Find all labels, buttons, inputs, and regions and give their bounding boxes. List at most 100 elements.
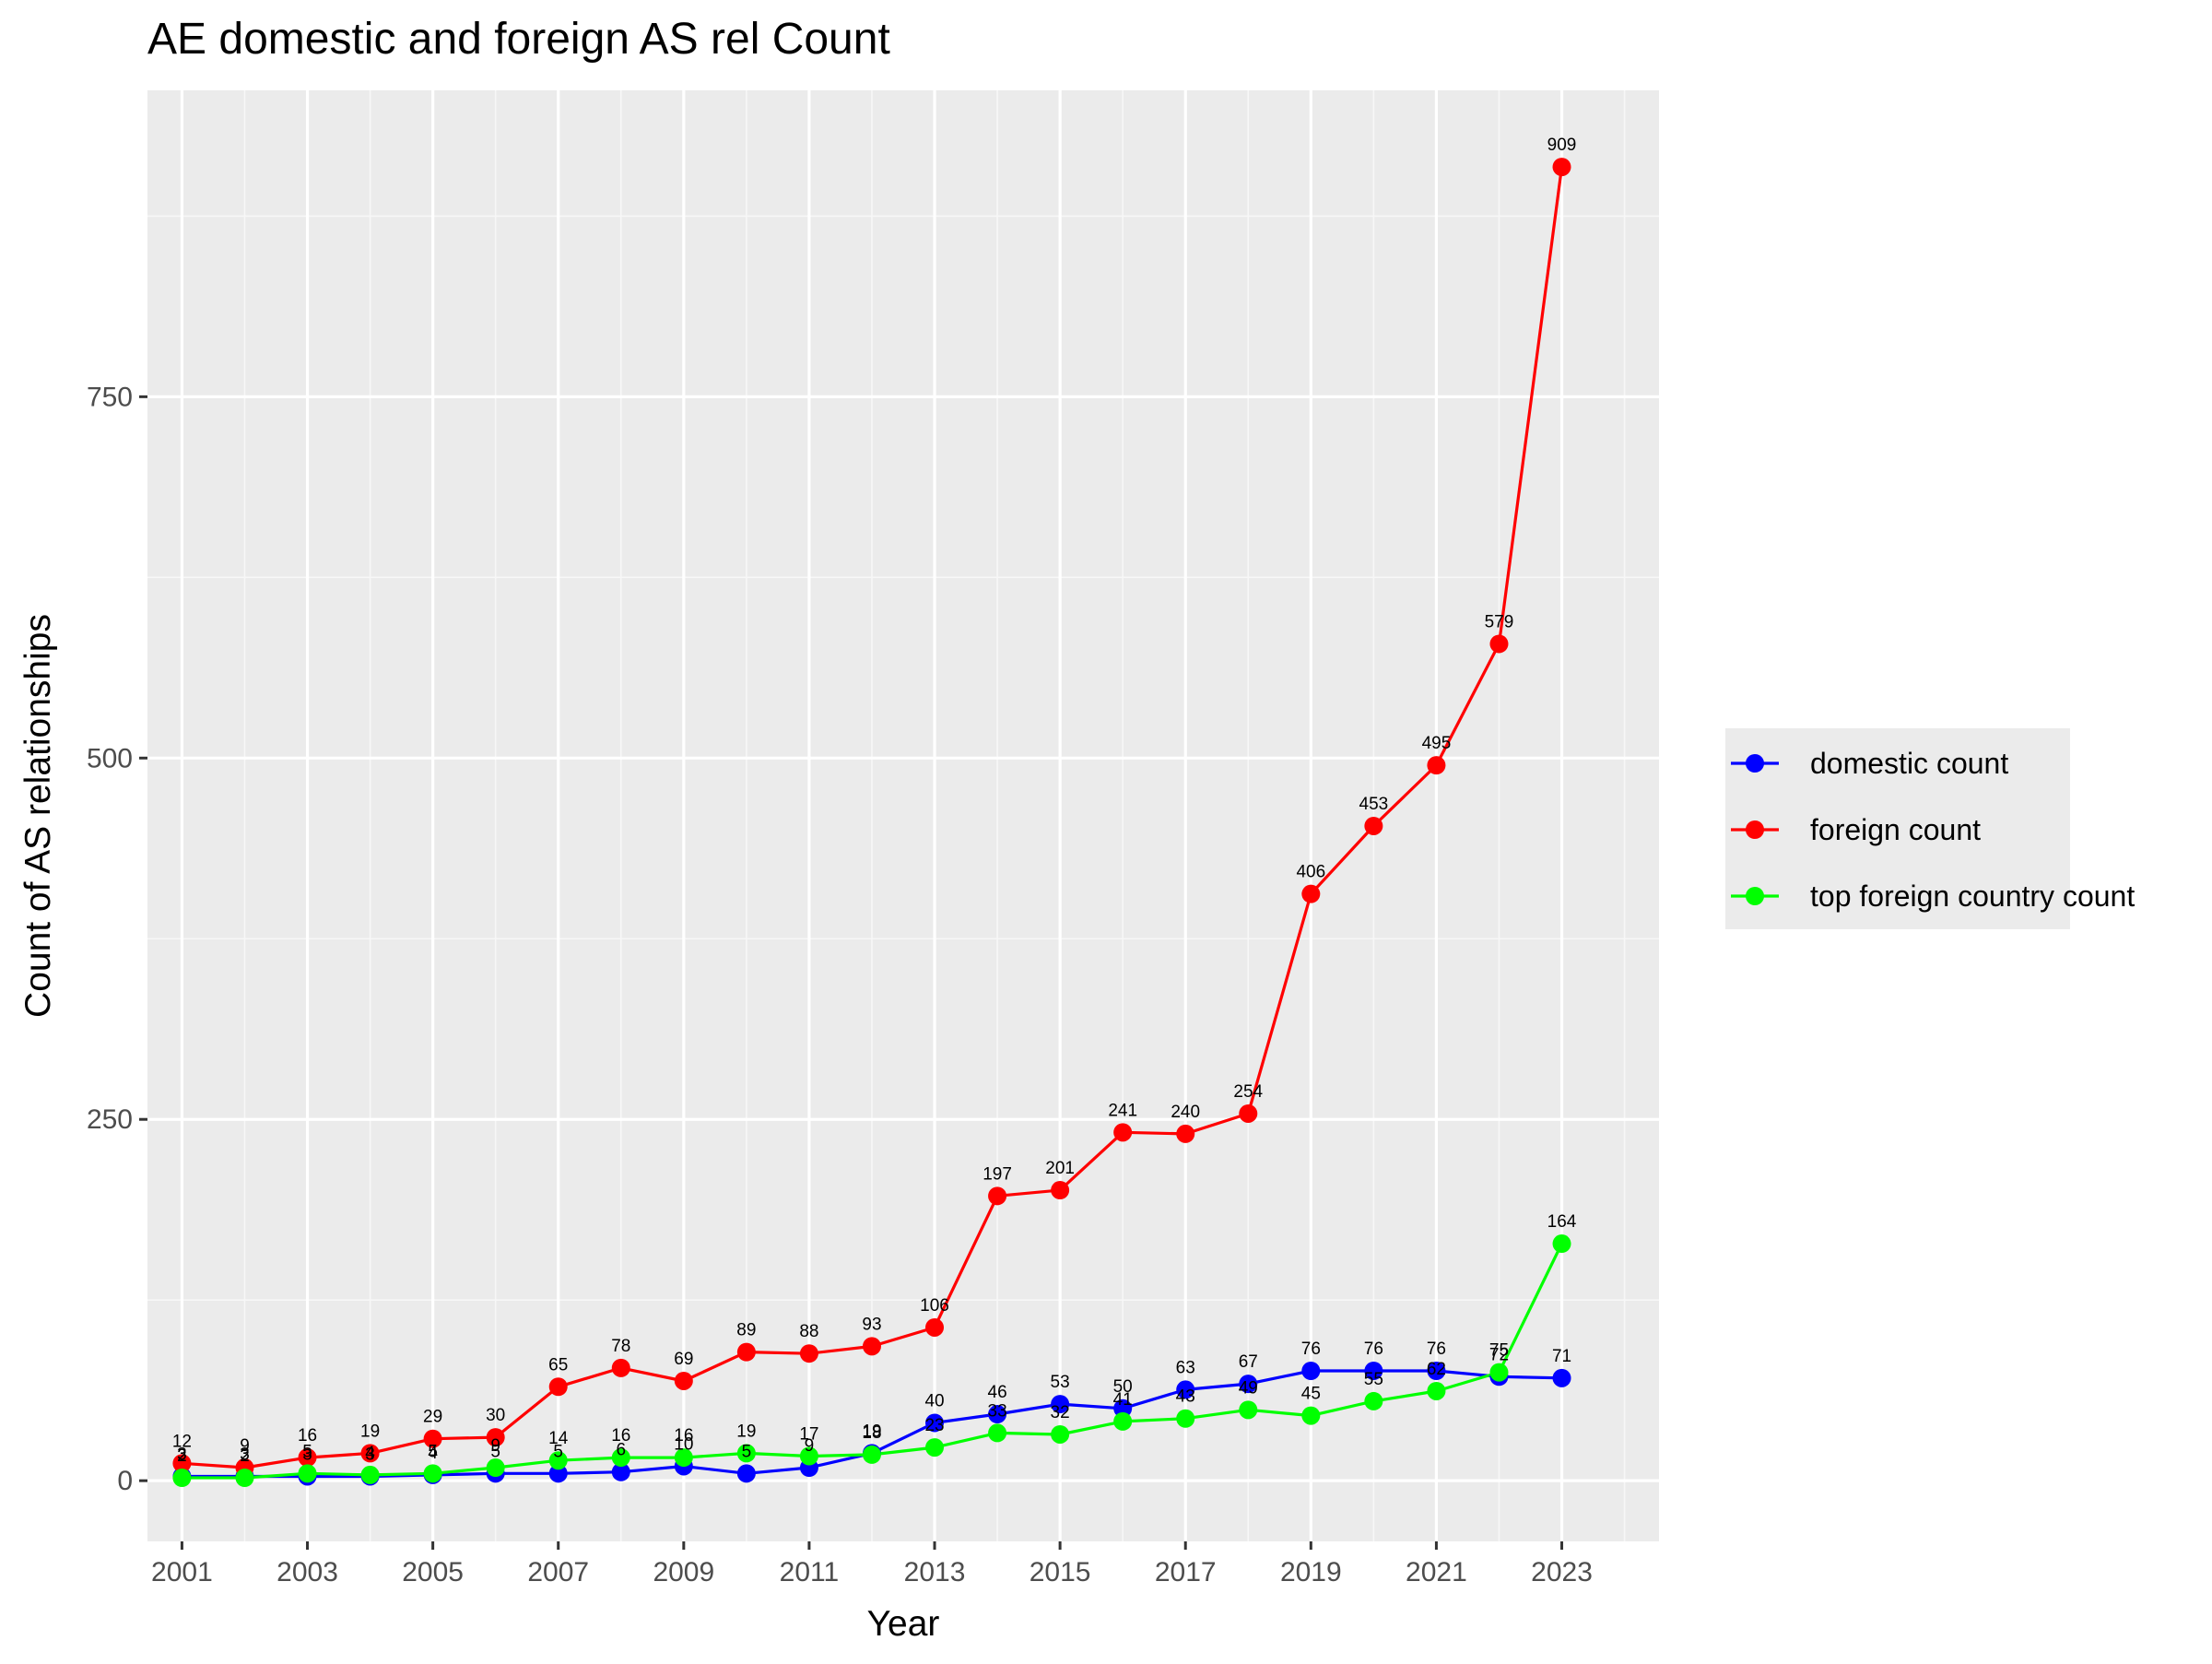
data-label-foreign-count: 495 bbox=[1422, 734, 1452, 753]
data-label-top-foreign-country-count: 55 bbox=[1364, 1370, 1383, 1389]
data-label-top-foreign-country-count: 23 bbox=[924, 1416, 944, 1435]
point-foreign-count bbox=[548, 1377, 568, 1397]
point-domestic-count bbox=[1427, 1362, 1446, 1381]
x-tick-label: 2007 bbox=[527, 1557, 589, 1587]
legend-label-domestic-count: domestic count bbox=[1810, 747, 2008, 780]
x-tick-label: 2001 bbox=[151, 1557, 213, 1587]
axis-ticks bbox=[139, 395, 1564, 1550]
data-label-domestic-count: 5 bbox=[553, 1442, 563, 1461]
legend-label-top-foreign-country-count: top foreign country count bbox=[1810, 879, 2135, 913]
point-top-foreign-country-count bbox=[1051, 1424, 1070, 1444]
data-label-top-foreign-country-count: 45 bbox=[1301, 1385, 1321, 1404]
legend-marker-top-foreign-country-count bbox=[1746, 887, 1764, 905]
point-foreign-count bbox=[1364, 816, 1383, 835]
point-top-foreign-country-count bbox=[1239, 1400, 1258, 1420]
data-label-top-foreign-country-count: 62 bbox=[1427, 1360, 1446, 1379]
point-top-foreign-country-count bbox=[1427, 1381, 1446, 1400]
data-label-top-foreign-country-count: 49 bbox=[1239, 1378, 1258, 1398]
data-label-top-foreign-country-count: 2 bbox=[240, 1446, 250, 1466]
legend-key-background bbox=[1725, 728, 2070, 929]
data-label-top-foreign-country-count: 17 bbox=[799, 1425, 818, 1445]
point-foreign-count bbox=[1239, 1103, 1258, 1123]
point-domestic-count bbox=[925, 1413, 945, 1433]
x-tick-label: 2009 bbox=[653, 1557, 714, 1587]
legend-marker-foreign-count bbox=[1746, 820, 1764, 839]
data-label-foreign-count: 78 bbox=[611, 1337, 630, 1356]
point-domestic-count bbox=[1176, 1380, 1195, 1399]
point-foreign-count bbox=[172, 1454, 192, 1473]
point-top-foreign-country-count bbox=[1301, 1406, 1321, 1425]
data-label-domestic-count: 40 bbox=[924, 1391, 944, 1410]
data-label-domestic-count: 50 bbox=[1113, 1377, 1133, 1397]
data-label-top-foreign-country-count: 14 bbox=[548, 1429, 569, 1448]
y-axis-title: Count of AS relationships bbox=[18, 614, 58, 1018]
point-domestic-count bbox=[1051, 1395, 1070, 1414]
data-label-domestic-count: 76 bbox=[1301, 1339, 1321, 1359]
point-top-foreign-country-count bbox=[1364, 1391, 1383, 1410]
point-top-foreign-country-count bbox=[423, 1464, 442, 1483]
point-domestic-count bbox=[736, 1464, 756, 1483]
data-label-foreign-count: 69 bbox=[674, 1350, 693, 1369]
data-label-foreign-count: 241 bbox=[1108, 1101, 1137, 1120]
point-foreign-count bbox=[862, 1337, 881, 1356]
x-tick-label: 2003 bbox=[276, 1557, 338, 1587]
point-foreign-count bbox=[1301, 884, 1321, 903]
data-label-top-foreign-country-count: 16 bbox=[611, 1426, 630, 1446]
data-label-domestic-count: 3 bbox=[240, 1445, 250, 1464]
point-foreign-count bbox=[925, 1317, 945, 1337]
point-domestic-count bbox=[1239, 1375, 1258, 1394]
point-foreign-count bbox=[1113, 1123, 1133, 1142]
x-tick-label: 2019 bbox=[1280, 1557, 1342, 1587]
y-tick-labels: 0 250 500 750 bbox=[87, 382, 133, 1496]
x-axis-title: Year bbox=[867, 1604, 940, 1644]
point-domestic-count bbox=[1301, 1362, 1321, 1381]
x-tick-label: 2021 bbox=[1406, 1557, 1467, 1587]
point-domestic-count bbox=[1113, 1398, 1133, 1418]
data-label-top-foreign-country-count: 164 bbox=[1547, 1212, 1577, 1232]
data-label-foreign-count: 65 bbox=[548, 1355, 568, 1375]
point-top-foreign-country-count bbox=[360, 1465, 380, 1484]
point-foreign-count bbox=[674, 1371, 693, 1390]
x-tick-label: 2023 bbox=[1531, 1557, 1593, 1587]
point-top-foreign-country-count bbox=[925, 1438, 945, 1457]
data-label-domestic-count: 10 bbox=[674, 1434, 693, 1454]
data-label-domestic-count: 72 bbox=[1489, 1345, 1509, 1364]
y-tick-label: 750 bbox=[87, 382, 133, 412]
point-top-foreign-country-count bbox=[1176, 1409, 1195, 1428]
data-label-top-foreign-country-count: 5 bbox=[302, 1442, 312, 1461]
x-tick-label: 2013 bbox=[904, 1557, 966, 1587]
x-tick-label: 2005 bbox=[402, 1557, 464, 1587]
series-points bbox=[172, 158, 1571, 1488]
y-tick-label: 250 bbox=[87, 1104, 133, 1135]
data-label-foreign-count: 30 bbox=[486, 1406, 505, 1425]
data-label-foreign-count: 93 bbox=[862, 1315, 881, 1334]
point-top-foreign-country-count bbox=[862, 1445, 881, 1464]
grid-minor bbox=[147, 90, 1659, 1541]
point-foreign-count bbox=[611, 1358, 630, 1377]
data-label-domestic-count: 76 bbox=[1364, 1339, 1383, 1359]
data-label-top-foreign-country-count: 18 bbox=[862, 1423, 881, 1443]
point-foreign-count bbox=[988, 1186, 1007, 1206]
data-label-domestic-count: 5 bbox=[490, 1442, 500, 1461]
plot-panel bbox=[147, 90, 1659, 1541]
data-label-foreign-count: 12 bbox=[172, 1432, 192, 1451]
data-label-foreign-count: 406 bbox=[1296, 863, 1325, 882]
data-label-top-foreign-country-count: 19 bbox=[736, 1422, 756, 1441]
data-label-top-foreign-country-count: 4 bbox=[365, 1444, 375, 1463]
chart-title: AE domestic and foreign AS rel Count bbox=[147, 15, 890, 64]
point-top-foreign-country-count bbox=[172, 1469, 192, 1488]
data-label-foreign-count: 29 bbox=[423, 1408, 442, 1427]
point-top-foreign-country-count bbox=[799, 1446, 818, 1466]
point-foreign-count bbox=[486, 1428, 505, 1447]
grid-major bbox=[147, 90, 1659, 1541]
point-top-foreign-country-count bbox=[548, 1451, 568, 1470]
data-label-domestic-count: 3 bbox=[365, 1445, 375, 1464]
point-foreign-count bbox=[1552, 158, 1571, 177]
point-foreign-count bbox=[423, 1429, 442, 1448]
data-label-top-foreign-country-count: 43 bbox=[1176, 1387, 1195, 1407]
data-label-top-foreign-country-count: 33 bbox=[988, 1401, 1007, 1421]
data-label-domestic-count: 67 bbox=[1239, 1352, 1258, 1372]
point-top-foreign-country-count bbox=[1113, 1411, 1133, 1431]
data-label-top-foreign-country-count: 2 bbox=[177, 1446, 187, 1466]
